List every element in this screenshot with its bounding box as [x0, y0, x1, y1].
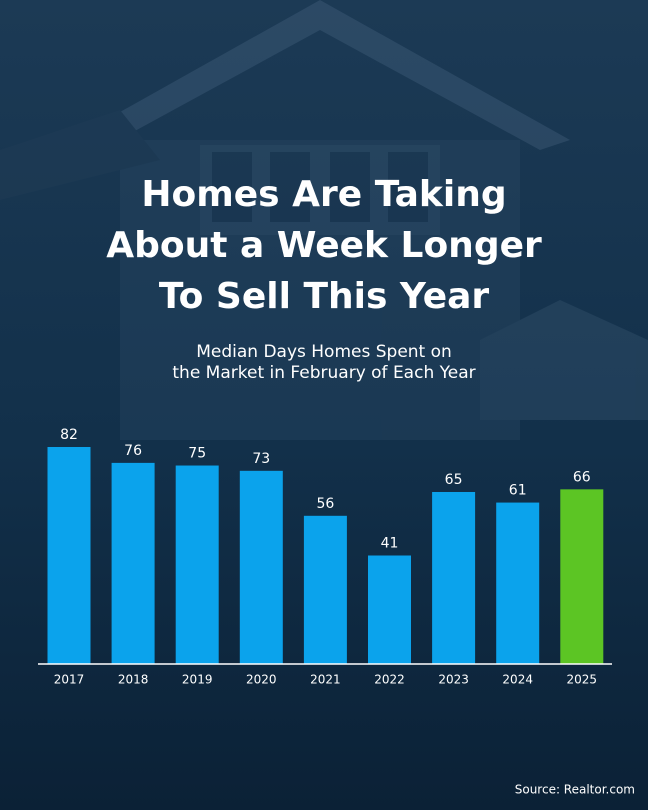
value-label: 61: [509, 483, 527, 499]
value-label: 82: [60, 427, 78, 443]
value-label: 56: [316, 496, 334, 512]
x-tick-label: 2024: [502, 673, 533, 687]
title-line: Homes Are Taking: [141, 174, 506, 215]
bar: [47, 447, 91, 664]
subtitle-line: the Market in February of Each Year: [172, 363, 475, 383]
bar: [496, 502, 540, 664]
value-label: 41: [381, 536, 399, 552]
bar: [303, 515, 347, 664]
bar: [175, 465, 219, 664]
x-tick-label: 2022: [374, 673, 405, 687]
x-tick-label: 2017: [54, 673, 85, 687]
x-tick-label: 2021: [310, 673, 341, 687]
bar: [368, 555, 411, 664]
bar: [432, 491, 476, 664]
title-line: About a Week Longer: [106, 225, 542, 266]
value-label: 65: [445, 472, 463, 488]
x-tick-label: 2025: [567, 673, 598, 687]
house-silhouette: [0, 0, 648, 440]
title-line: To Sell This Year: [159, 276, 490, 317]
subtitle-line: Median Days Homes Spent on: [196, 342, 452, 362]
x-tick-label: 2020: [246, 673, 277, 687]
source: Source: Realtor.com: [515, 783, 635, 797]
x-tick-label: 2018: [118, 673, 149, 687]
x-tick-label: 2019: [182, 673, 213, 687]
bar: [239, 470, 283, 664]
value-label: 76: [124, 443, 142, 459]
value-label: 75: [188, 446, 206, 462]
value-label: 66: [573, 469, 591, 485]
bar: [560, 489, 604, 664]
x-tick-label: 2023: [438, 673, 469, 687]
bar: [111, 462, 155, 664]
value-label: 73: [252, 451, 270, 467]
